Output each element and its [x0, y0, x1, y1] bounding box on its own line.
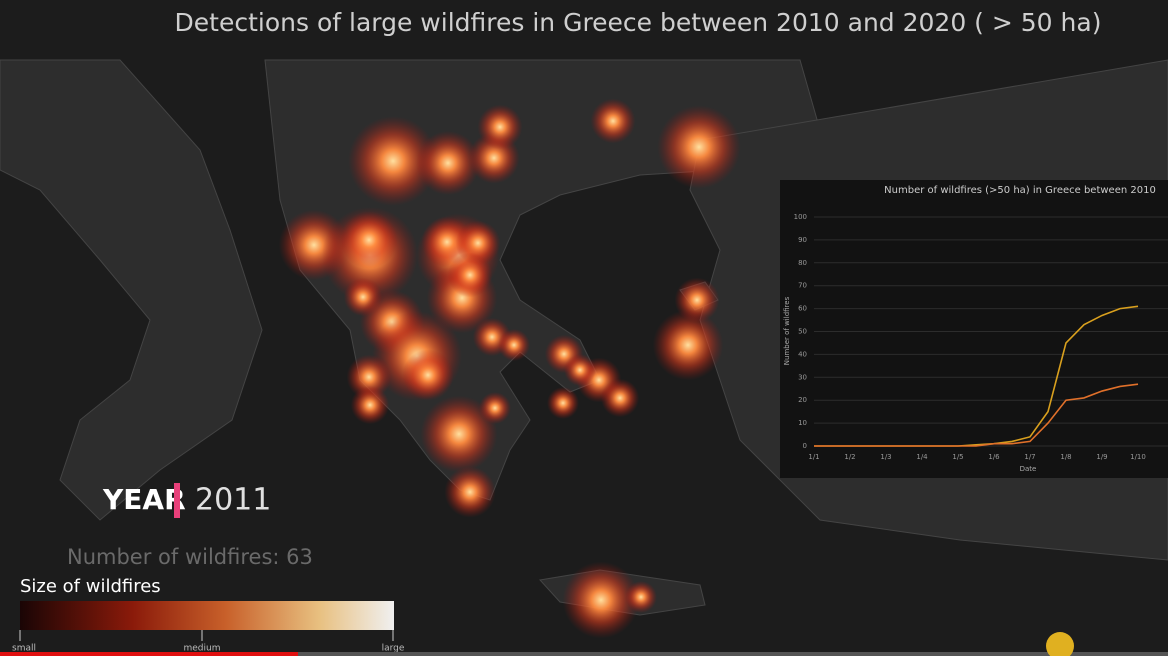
logo	[1046, 632, 1074, 656]
fire	[340, 211, 398, 269]
year-divider	[174, 483, 180, 518]
y-tick-label: 80	[798, 259, 807, 267]
fire	[564, 354, 596, 386]
fire	[402, 349, 454, 401]
progress-bar[interactable]	[0, 652, 298, 656]
x-tick-label: 1/1	[808, 453, 819, 461]
year-label: YEAR	[102, 483, 186, 516]
y-tick-label: 60	[798, 305, 807, 313]
y-tick-label: 50	[798, 328, 807, 336]
fire	[477, 104, 523, 150]
legend-title: Size of wildfires	[20, 576, 161, 597]
fire-layer	[278, 98, 741, 639]
series-line	[814, 383, 1139, 447]
x-tick-label: 1/2	[844, 453, 855, 461]
fire	[600, 378, 640, 418]
inset-plot: Number of wildfires (>50 ha) in Greece b…	[783, 185, 1168, 473]
y-tick-label: 90	[798, 236, 807, 244]
x-tick-label: 1/9	[1096, 453, 1107, 461]
progress-track[interactable]	[0, 652, 1168, 656]
fire	[350, 385, 390, 425]
fire	[444, 466, 496, 518]
y-tick-label: 0	[803, 442, 807, 450]
x-tick-label: 1/7	[1024, 453, 1035, 461]
y-tick-label: 20	[798, 396, 807, 404]
italy	[0, 59, 263, 521]
legend-bar	[20, 601, 394, 630]
y-tick-label: 10	[798, 419, 807, 427]
chart-title: Number of wildfires (>50 ha) in Greece b…	[884, 185, 1156, 196]
fire	[547, 387, 579, 419]
fire	[447, 252, 493, 298]
legend-label: small	[12, 644, 36, 654]
legend-label: medium	[184, 644, 221, 654]
x-tick-label: 1/10	[1130, 453, 1146, 461]
year: 2011	[195, 483, 271, 518]
x-tick-label: 1/3	[880, 453, 891, 461]
fire	[562, 561, 640, 639]
y-tick-label: 70	[798, 282, 807, 290]
wildfire-count: Number of wildfires: 63	[67, 545, 313, 569]
x-axis-label: Date	[1020, 465, 1037, 473]
inset-chart	[780, 180, 1168, 478]
fire	[498, 329, 530, 361]
y-tick-label: 40	[798, 350, 807, 358]
x-tick-label: 1/6	[988, 453, 1000, 461]
title: Detections of large wildfires in Greece …	[175, 8, 1102, 37]
fire	[420, 395, 498, 473]
fire	[348, 116, 438, 206]
fire	[625, 581, 657, 613]
fire	[416, 131, 480, 195]
fire	[346, 354, 392, 400]
y-tick-label: 100	[794, 213, 807, 221]
fire	[657, 105, 741, 189]
legend-label: large	[382, 644, 405, 654]
x-tick-label: 1/4	[916, 453, 928, 461]
fire	[652, 309, 724, 381]
x-tick-label: 1/5	[952, 453, 963, 461]
y-tick-label: 30	[798, 373, 807, 381]
y-axis-label: Number of wildfires	[783, 296, 791, 365]
x-tick-label: 1/8	[1060, 453, 1071, 461]
fire	[590, 98, 636, 144]
